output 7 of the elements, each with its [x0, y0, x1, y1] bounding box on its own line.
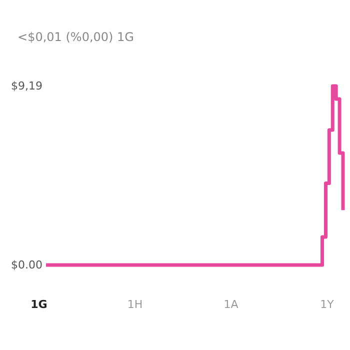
text: 1A — [224, 298, 239, 311]
y-tick-label: $0.00 — [11, 258, 42, 272]
text: 1G — [30, 298, 48, 311]
text: 1Y — [320, 298, 334, 311]
text: 1H — [127, 298, 143, 311]
chart-title: <$0,01 (%0,00) 1G — [18, 30, 134, 44]
y-tick-label: $9,19 — [11, 80, 42, 92]
